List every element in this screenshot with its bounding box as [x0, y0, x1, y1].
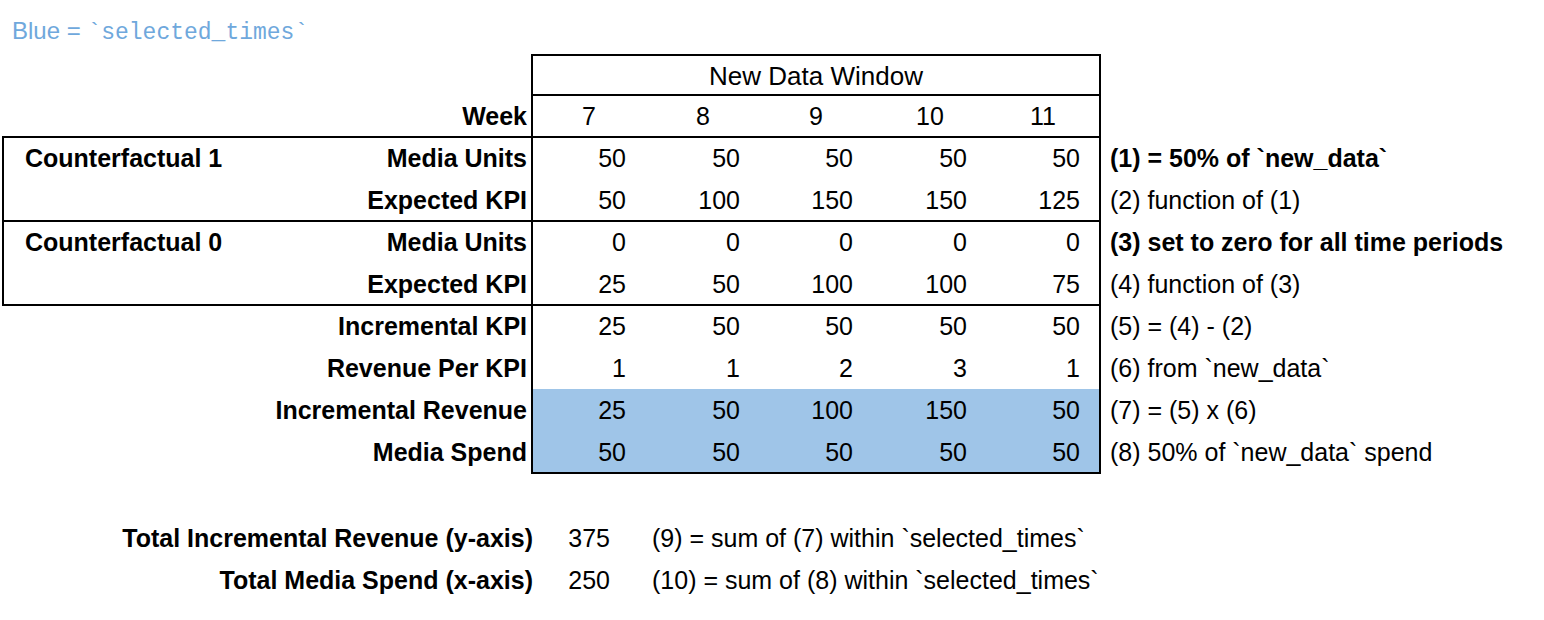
row-label-expected-kpi-cf1: Expected KPI [150, 179, 527, 221]
week-cell: 9 [759, 95, 873, 137]
table-cell: 50 [646, 305, 760, 347]
counterfactual-table-figure: Blue = `selected_times` New Data Window … [0, 0, 1544, 620]
table-cell-highlighted: 150 [873, 389, 987, 431]
table-cell: 50 [646, 263, 760, 305]
annotation-1: (1) = 50% of `new_data` [1110, 137, 1387, 179]
week-cell: 7 [532, 95, 646, 137]
total-incremental-revenue-value: 375 [540, 517, 610, 559]
row-label-incremental-kpi: Incremental KPI [150, 305, 527, 347]
table-cell-highlighted: 50 [532, 431, 646, 473]
table-cell-highlighted: 100 [759, 389, 873, 431]
table-cell: 50 [986, 305, 1100, 347]
table-cell: 1 [646, 347, 760, 389]
annotation-2: (2) function of (1) [1110, 179, 1300, 221]
row-label-media-spend: Media Spend [150, 431, 527, 473]
new-data-window-header: New Data Window [533, 56, 1099, 96]
annotation-4: (4) function of (3) [1110, 263, 1300, 305]
table-cell-highlighted: 50 [646, 389, 760, 431]
table-cell: 0 [759, 221, 873, 263]
table-cell: 50 [873, 305, 987, 347]
table-cell-highlighted: 50 [759, 431, 873, 473]
table-cell: 100 [646, 179, 760, 221]
legend: Blue = `selected_times` [12, 17, 308, 46]
table-cell: 3 [873, 347, 987, 389]
table-cell: 0 [986, 221, 1100, 263]
table-cell: 50 [986, 137, 1100, 179]
legend-blue-label: Blue = [12, 17, 87, 44]
annotation-6: (6) from `new_data` [1110, 347, 1330, 389]
table-cell: 0 [532, 221, 646, 263]
table-cell: 50 [759, 305, 873, 347]
total-media-spend-label: Total Media Spend (x-axis) [80, 559, 533, 601]
table-cell: 150 [873, 179, 987, 221]
table-cell: 2 [759, 347, 873, 389]
week-cell: 10 [873, 95, 987, 137]
legend-selected-times-code: `selected_times` [87, 20, 308, 46]
week-row-label: Week [200, 95, 527, 137]
table-cell: 100 [759, 263, 873, 305]
table-cell: 50 [759, 137, 873, 179]
table-cell: 75 [986, 263, 1100, 305]
table-cell: 25 [532, 263, 646, 305]
row-label-incremental-revenue: Incremental Revenue [150, 389, 527, 431]
week-cell: 11 [986, 95, 1100, 137]
table-cell: 150 [759, 179, 873, 221]
total-incremental-revenue-label: Total Incremental Revenue (y-axis) [80, 517, 533, 559]
table-cell-highlighted: 50 [986, 389, 1100, 431]
row-label-media-units-cf0: Media Units [150, 221, 527, 263]
annotation-9: (9) = sum of (7) within `selected_times` [652, 517, 1085, 559]
table-cell: 50 [873, 137, 987, 179]
table-cell: 1 [986, 347, 1100, 389]
annotation-3: (3) set to zero for all time periods [1110, 221, 1503, 263]
table-cell: 0 [873, 221, 987, 263]
table-cell: 50 [532, 179, 646, 221]
table-cell-highlighted: 25 [532, 389, 646, 431]
annotation-8: (8) 50% of `new_data` spend [1110, 431, 1432, 473]
table-cell-highlighted: 50 [986, 431, 1100, 473]
table-cell: 25 [532, 305, 646, 347]
table-cell: 100 [873, 263, 987, 305]
table-cell-highlighted: 50 [873, 431, 987, 473]
row-label-revenue-per-kpi: Revenue Per KPI [150, 347, 527, 389]
annotation-7: (7) = (5) x (6) [1110, 389, 1257, 431]
table-cell: 1 [532, 347, 646, 389]
table-cell: 0 [646, 221, 760, 263]
annotation-10: (10) = sum of (8) within `selected_times… [652, 559, 1099, 601]
table-cell: 50 [646, 137, 760, 179]
row-label-expected-kpi-cf0: Expected KPI [150, 263, 527, 305]
total-media-spend-value: 250 [540, 559, 610, 601]
annotation-5: (5) = (4) - (2) [1110, 305, 1252, 347]
table-cell: 125 [986, 179, 1100, 221]
table-cell: 50 [532, 137, 646, 179]
row-label-media-units-cf1: Media Units [150, 137, 527, 179]
week-cell: 8 [646, 95, 760, 137]
table-cell-highlighted: 50 [646, 431, 760, 473]
